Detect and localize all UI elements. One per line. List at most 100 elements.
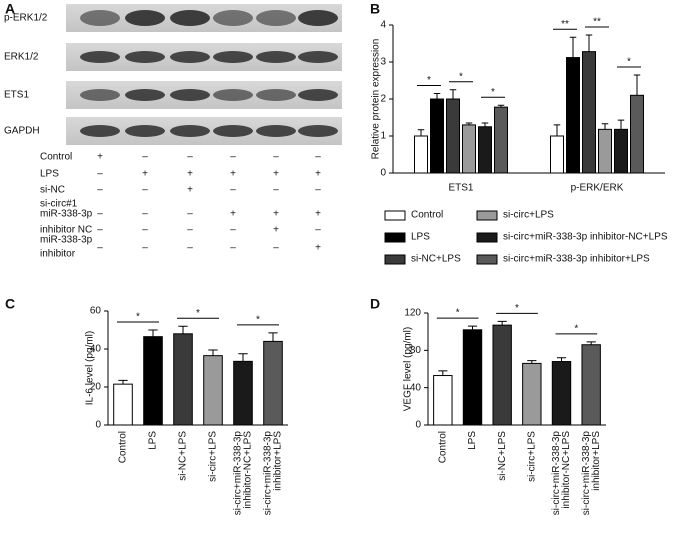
legend-swatch xyxy=(476,254,498,265)
bar xyxy=(598,128,612,174)
y-axis-label: IL-6 level (pg/ml) xyxy=(85,331,96,405)
blot-band xyxy=(125,10,165,26)
treatment-mark: – xyxy=(315,185,321,196)
blot-band xyxy=(298,10,338,26)
blot-band xyxy=(125,51,165,63)
treatment-label: miR-338-3p xyxy=(40,235,93,246)
blot-band xyxy=(256,89,296,101)
treatment-label: miR-338-3p xyxy=(40,209,93,220)
error-bar xyxy=(601,123,609,130)
treatment-label: inhibitor NC xyxy=(40,225,92,236)
error-bar xyxy=(617,119,625,130)
y-tick-label: 4 xyxy=(380,20,386,31)
y-tick-label: 2 xyxy=(380,94,386,105)
bar xyxy=(522,362,542,426)
treatment-mark: – xyxy=(142,209,148,220)
x-tick-label: si-NC+LPS xyxy=(497,431,508,481)
bar xyxy=(551,361,572,426)
treatment-mark: + xyxy=(187,185,193,196)
blot-band xyxy=(80,125,120,137)
treatment-mark: + xyxy=(315,169,321,180)
treatment-mark: – xyxy=(142,152,148,163)
significance-label: * xyxy=(456,308,460,319)
x-tick-label: LPS xyxy=(467,431,478,450)
treatment-mark: – xyxy=(97,243,103,254)
legend-label: si-circ+miR-338-3p inhibitor-NC+LPS xyxy=(503,232,668,243)
y-tick-label: 3 xyxy=(380,57,386,68)
y-tick-label: 20 xyxy=(90,382,102,393)
legend-label: si-circ+LPS xyxy=(503,210,554,221)
y-tick-label: 1 xyxy=(380,131,386,142)
y-tick-label: 40 xyxy=(90,344,102,355)
significance-label: * xyxy=(427,75,431,86)
treatment-mark: – xyxy=(142,243,148,254)
bar xyxy=(430,98,444,174)
treatment-mark: – xyxy=(230,152,236,163)
blot-band xyxy=(170,89,210,101)
x-tick-label: Control xyxy=(437,431,448,463)
treatment-mark: + xyxy=(142,169,148,180)
treatment-mark: – xyxy=(97,185,103,196)
legend-swatch xyxy=(384,232,406,243)
treatment-mark: + xyxy=(315,243,321,254)
bar xyxy=(492,324,512,426)
error-bar xyxy=(178,325,188,334)
treatment-mark: – xyxy=(142,185,148,196)
bar xyxy=(263,340,283,426)
x-tick-label: p-ERK/ERK xyxy=(571,183,624,194)
y-tick-label: 0 xyxy=(415,420,421,431)
treatment-label: si-NC xyxy=(40,185,65,196)
significance-label: * xyxy=(574,324,578,335)
legend-swatch xyxy=(384,254,406,265)
significance-label: ** xyxy=(561,19,569,30)
significance-label: * xyxy=(136,312,140,323)
treatment-mark: – xyxy=(273,152,279,163)
error-bar xyxy=(449,89,457,99)
treatment-mark: + xyxy=(97,152,103,163)
significance-label: * xyxy=(196,308,200,319)
blot-band xyxy=(80,10,120,26)
treatment-mark: – xyxy=(273,243,279,254)
legend-label: Control xyxy=(411,210,443,221)
error-bar xyxy=(497,320,507,326)
treatment-mark: + xyxy=(315,209,321,220)
treatment-mark: + xyxy=(273,169,279,180)
x-tick-label: si-NC+LPS xyxy=(178,431,189,481)
blot-band xyxy=(213,125,253,137)
bar xyxy=(143,336,163,426)
bar xyxy=(614,128,628,174)
treatment-mark: + xyxy=(273,209,279,220)
y-tick-label: 40 xyxy=(410,382,422,393)
error-bar xyxy=(569,36,577,58)
error-bar xyxy=(268,332,278,342)
x-tick-label: inhibitor-NC+LPS xyxy=(243,431,254,509)
blot-band xyxy=(125,89,165,101)
x-tick-label: si-circ+miR-338-3p xyxy=(263,431,274,516)
treatment-mark: – xyxy=(97,169,103,180)
error-bar xyxy=(433,92,441,99)
y-tick-label: 80 xyxy=(410,345,422,356)
treatment-mark: – xyxy=(187,225,193,236)
x-tick-label: si-circ+miR-338-3p xyxy=(233,431,244,516)
error-bar xyxy=(586,341,596,345)
y-tick-label: 120 xyxy=(404,308,421,319)
blot-row-label: GAPDH xyxy=(4,126,40,137)
x-tick-label: inhibitor+LPS xyxy=(273,431,284,491)
error-bar xyxy=(481,122,489,127)
panel-label: D xyxy=(370,296,380,312)
legend-label: si-circ+miR-338-3p inhibitor+LPS xyxy=(503,254,650,265)
legend-swatch xyxy=(384,210,406,221)
error-bar xyxy=(527,360,537,364)
bar xyxy=(446,98,460,174)
significance-label: * xyxy=(515,303,519,314)
blot-band xyxy=(213,89,253,101)
error-bar xyxy=(633,74,641,96)
blot-band xyxy=(256,125,296,137)
bar xyxy=(203,355,223,426)
panel-label: B xyxy=(370,1,380,17)
treatment-label: inhibitor xyxy=(40,249,76,260)
bar xyxy=(581,344,601,426)
blot-row-label: ERK1/2 xyxy=(4,52,39,63)
error-bar xyxy=(238,353,248,362)
